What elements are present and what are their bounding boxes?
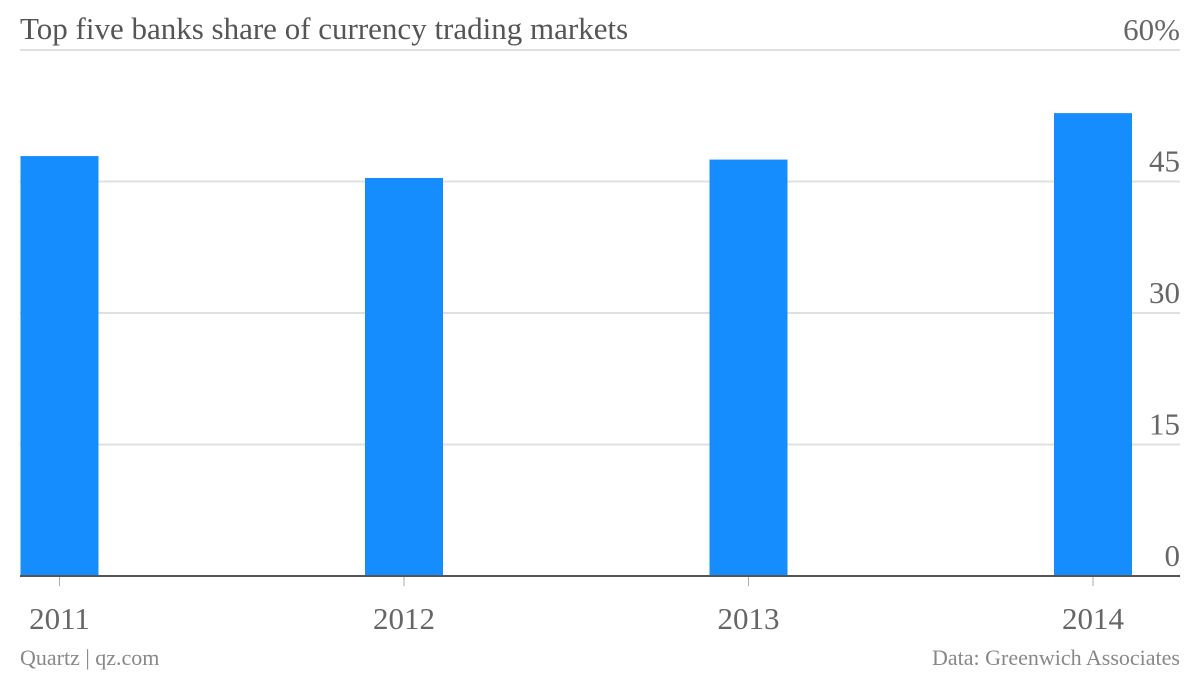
credit: Quartz | qz.com bbox=[20, 645, 159, 670]
y-tick-label: 45 bbox=[1149, 144, 1180, 179]
x-tick-label: 2011 bbox=[29, 601, 90, 636]
y-tick-label: 60% bbox=[1123, 12, 1180, 47]
y-tick-label: 30 bbox=[1149, 275, 1180, 310]
chart-title: Top five banks share of currency trading… bbox=[20, 11, 628, 46]
bar bbox=[20, 156, 99, 576]
x-tick-label: 2014 bbox=[1062, 601, 1125, 636]
y-tick-label: 15 bbox=[1149, 407, 1180, 442]
bar bbox=[365, 177, 443, 576]
source: Data: Greenwich Associates bbox=[932, 645, 1180, 670]
y-tick-label: 0 bbox=[1165, 538, 1181, 573]
x-tick-label: 2012 bbox=[373, 601, 435, 636]
bar bbox=[1054, 113, 1132, 577]
x-tick-label: 2013 bbox=[718, 601, 780, 636]
bar bbox=[709, 159, 788, 577]
